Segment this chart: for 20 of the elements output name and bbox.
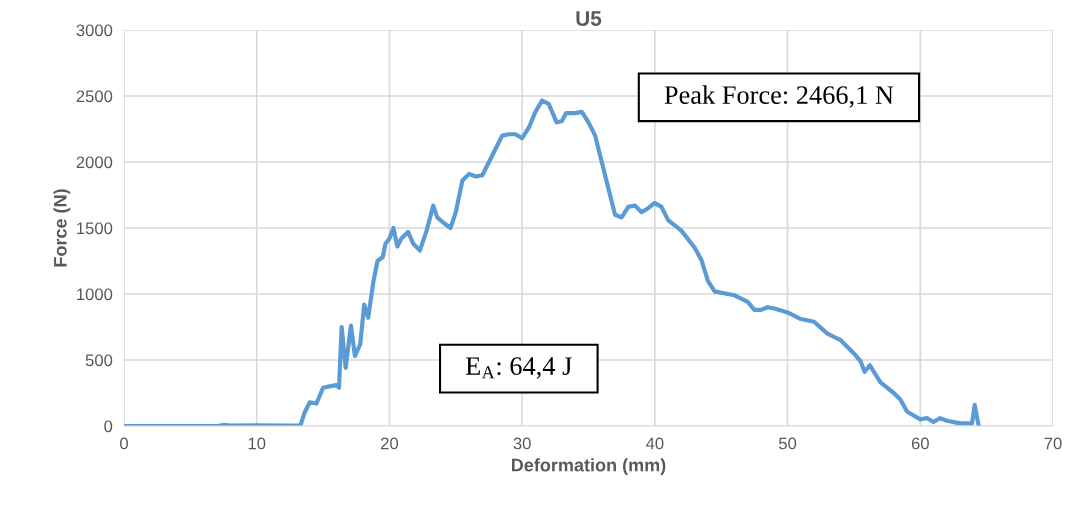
- x-tick-label: 40: [645, 437, 664, 450]
- x-axis-title: Deformation (mm): [511, 458, 666, 476]
- x-tick-label: 50: [778, 437, 797, 450]
- x-tick-label: 60: [911, 437, 929, 450]
- y-tick-label: 2500: [76, 90, 113, 103]
- x-tick-label: 0: [120, 437, 128, 450]
- y-tick-label: 0: [104, 420, 113, 433]
- x-tick-label: 20: [381, 437, 399, 450]
- y-axis-title: Force (N): [53, 189, 71, 267]
- y-tick-label: 3000: [76, 24, 113, 37]
- y-tick-label: 1500: [77, 222, 113, 235]
- y-tick-label: 1000: [77, 288, 113, 301]
- chart-title: U5: [576, 11, 602, 26]
- x-tick-label: 30: [513, 437, 531, 450]
- y-tick-label: 500: [85, 354, 113, 367]
- annotation: E$_{A}$: 64,4 J: [465, 357, 572, 379]
- annotation: Peak Force: 2466,1 N: [664, 85, 894, 108]
- x-tick-label: 70: [1044, 437, 1062, 450]
- x-tick-label: 10: [248, 437, 266, 450]
- y-tick-label: 2000: [76, 156, 113, 169]
